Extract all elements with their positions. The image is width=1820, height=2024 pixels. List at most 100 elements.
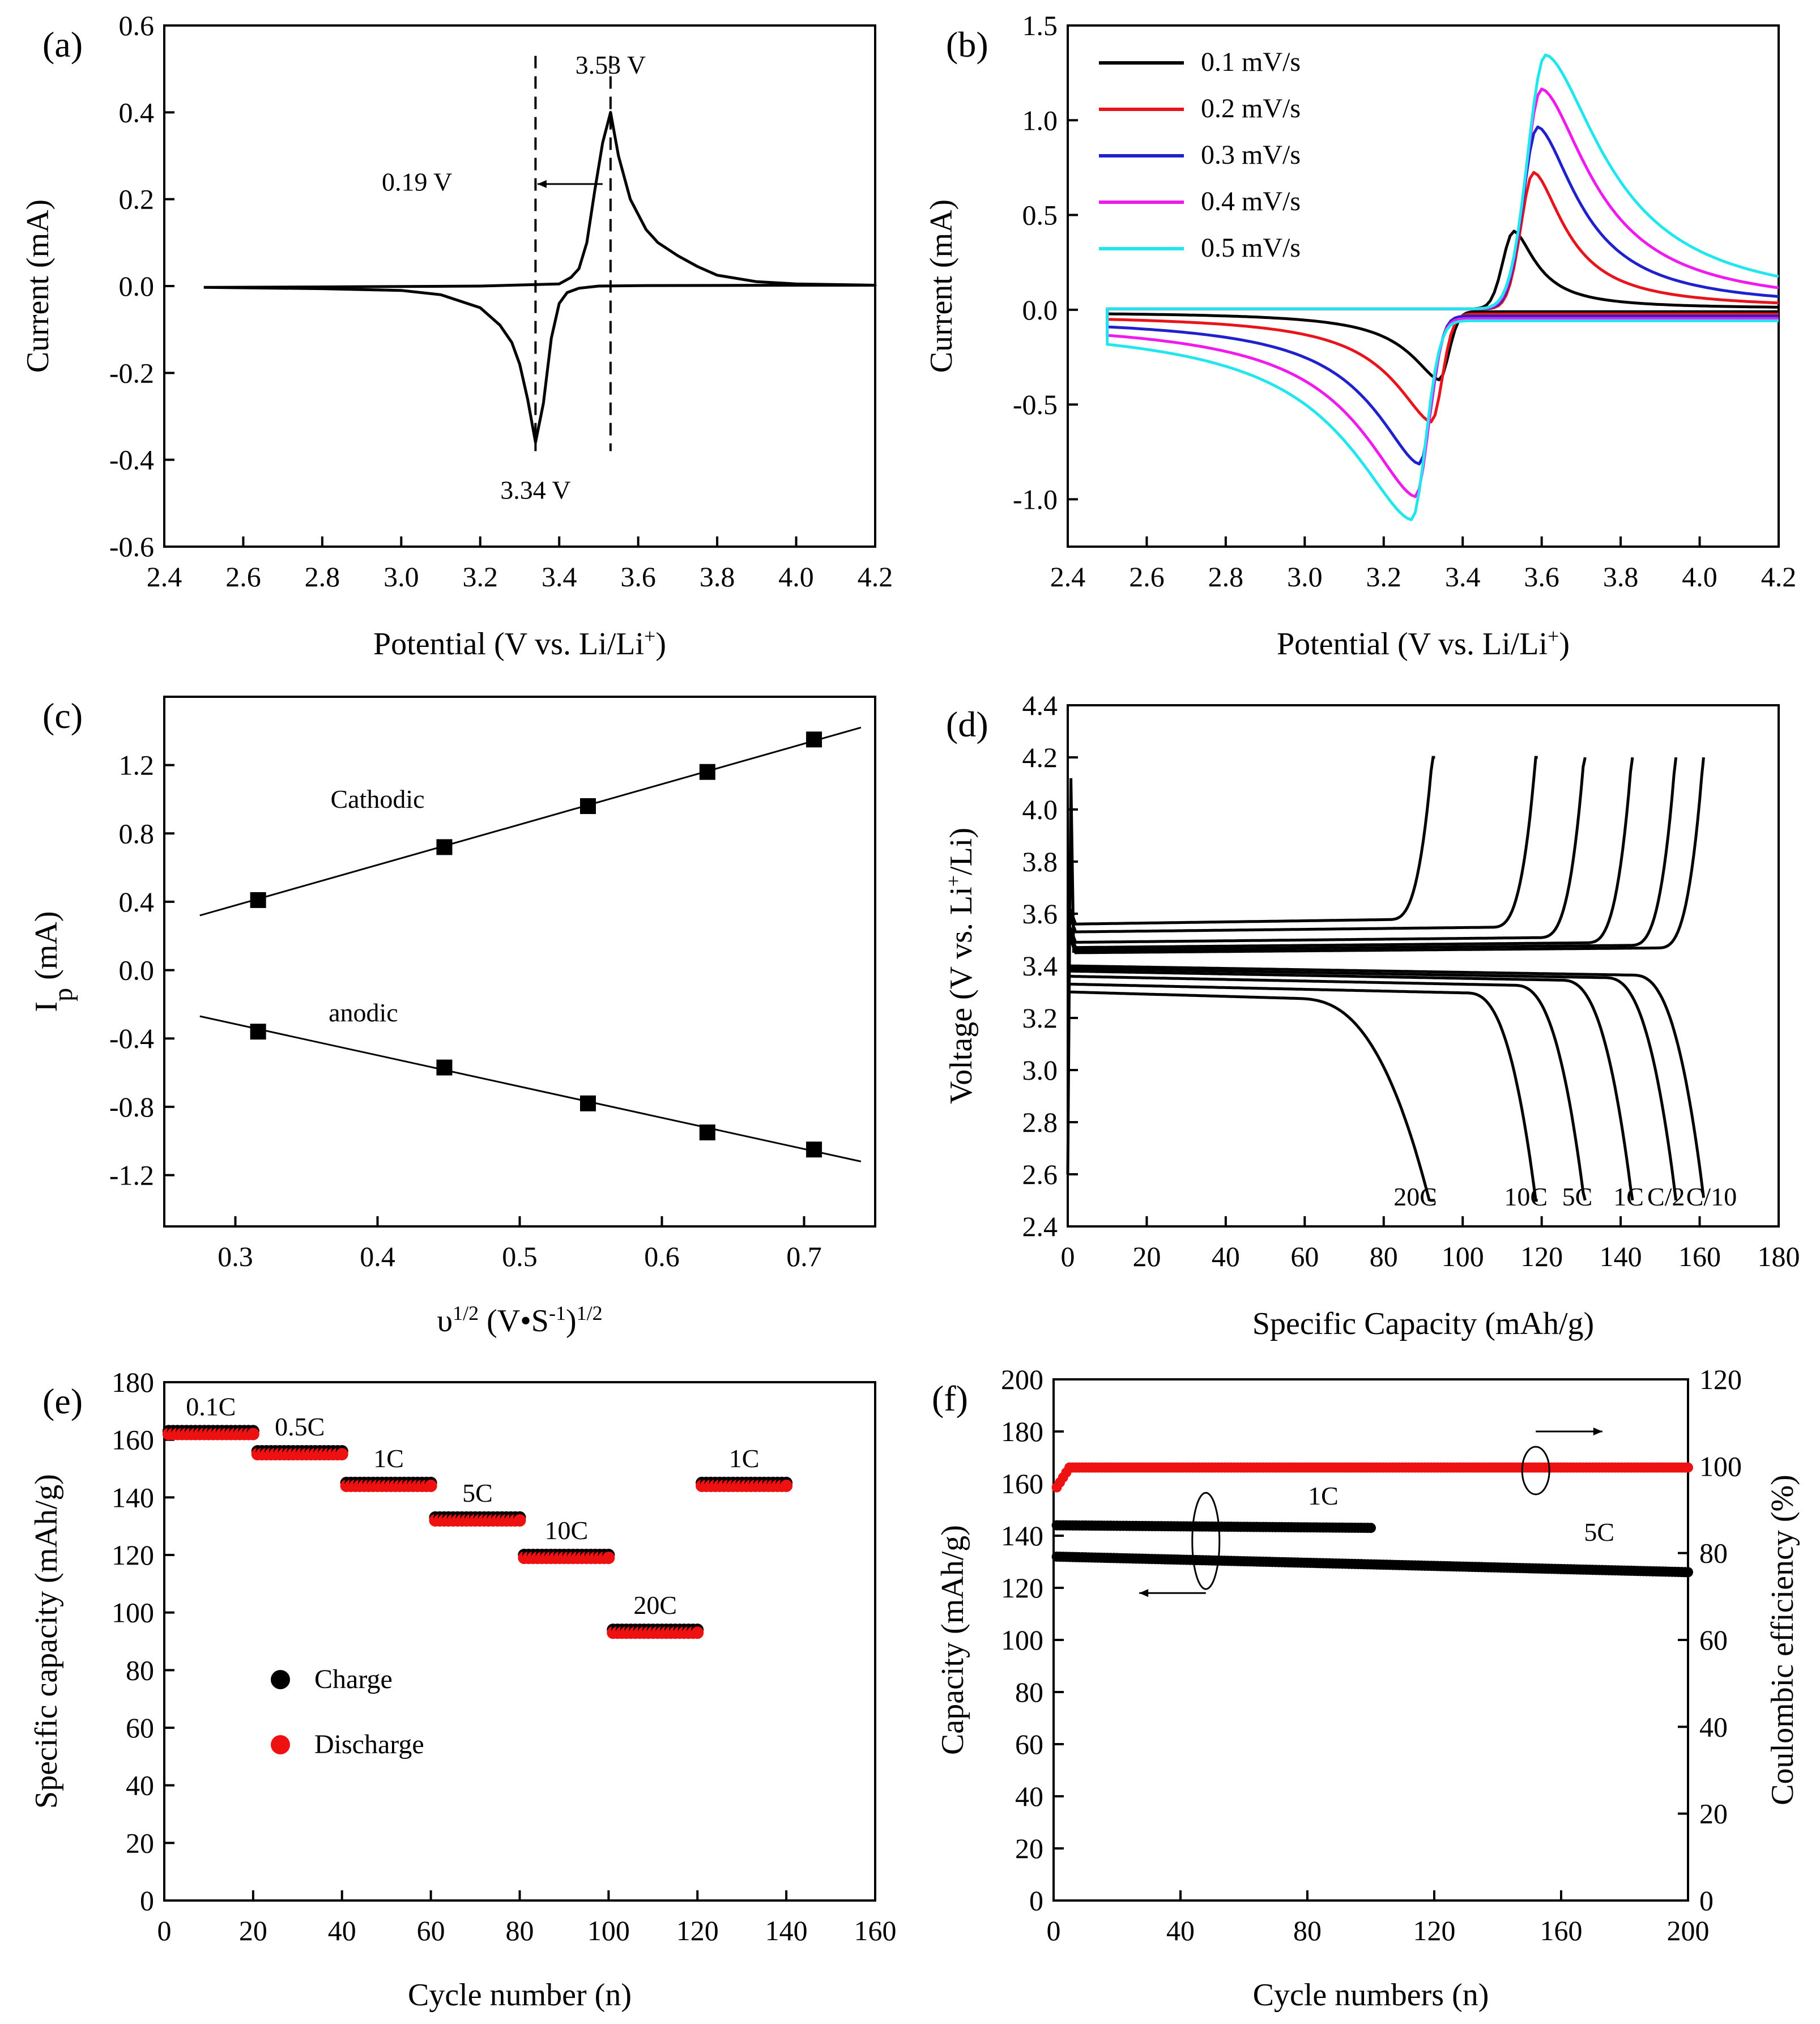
x-tick-label: 3.2 <box>1366 561 1402 593</box>
data-point <box>436 1059 453 1076</box>
x-axis-label: Cycle number (n) <box>408 1978 632 2013</box>
panel-label: (a) <box>42 24 83 65</box>
right-tick-label: 100 <box>1699 1450 1742 1482</box>
x-tick-label: 0 <box>1047 1915 1061 1946</box>
y-tick-label: 160 <box>112 1424 154 1456</box>
y-tick-label: 2.6 <box>1022 1158 1058 1190</box>
right-tick-label: 0 <box>1699 1885 1714 1916</box>
x-tick-label: 40 <box>328 1915 356 1946</box>
x-tick-label: 160 <box>854 1915 897 1946</box>
y-tick-label: 100 <box>112 1597 154 1629</box>
y-tick-label: -0.6 <box>109 531 154 563</box>
efficiency-ellipse <box>1521 1446 1550 1495</box>
data-point <box>436 839 453 855</box>
x-tick-label: 40 <box>1212 1241 1240 1272</box>
right-tick-label: 60 <box>1699 1624 1728 1656</box>
y-tick-label: 0.0 <box>1022 294 1058 326</box>
x-tick-label: 2.4 <box>1050 561 1086 593</box>
panel-label: (c) <box>42 696 83 736</box>
series-label: 5C <box>1584 1518 1614 1546</box>
x-axis-label: Cycle numbers (n) <box>1253 1978 1489 2013</box>
series-label: Cathodic <box>330 785 424 813</box>
x-tick-label: 160 <box>1540 1915 1583 1946</box>
x-tick-label: 4.0 <box>778 561 814 593</box>
y-tick-label: 3.8 <box>1022 846 1058 877</box>
y-tick-label: -0.2 <box>109 357 154 389</box>
x-tick-label: 0.3 <box>218 1241 253 1272</box>
y-tick-label: 20 <box>1015 1833 1043 1864</box>
legend-label: Discharge <box>314 1729 424 1759</box>
capacity-1c-point <box>1366 1523 1376 1533</box>
x-tick-label: 3.4 <box>542 561 577 593</box>
rate-label: 10C <box>1504 1182 1548 1211</box>
right-tick-label: 40 <box>1699 1711 1728 1742</box>
x-tick-label: 80 <box>1370 1241 1398 1272</box>
panel-c: (c) 0.3 0.4 0.5 0.6 0.7 -1.2 -0.8 -0.4 0.0 0.4 0.8 1… <box>29 696 876 1339</box>
x-tick-label: 0 <box>1061 1241 1075 1272</box>
panel-f: (f)0 40 80 120 160 20002040608010012014016018… <box>932 1363 1800 2013</box>
efficiency-point <box>1683 1462 1693 1473</box>
panel-d: (d) 0 20 40 60 80 100 120 140 160 180 2.4 2.6 2.8 3.0 3… <box>942 689 1800 1341</box>
rate-label: 1C <box>1613 1182 1644 1211</box>
plot-frame <box>1052 1378 1689 1902</box>
charge-curve <box>1066 757 1587 944</box>
y-tick-label: 0.6 <box>119 10 155 41</box>
x-tick-label: 0 <box>157 1915 172 1946</box>
y-tick-label: 0.2 <box>119 184 155 215</box>
discharge-point <box>691 1626 704 1639</box>
y-tick-label: 3.4 <box>1022 950 1058 982</box>
separation-label: 0.19 V <box>382 167 452 196</box>
y-tick-label: 80 <box>1015 1676 1043 1708</box>
legend-label: 0.1 mV/s <box>1201 47 1301 77</box>
y-tick-label: 0.8 <box>119 817 155 849</box>
charge-curve <box>1066 757 1634 949</box>
discharge-point <box>513 1514 526 1527</box>
cathodic-peak-label: 3.34 V <box>500 476 570 505</box>
x-tick-label: 3.8 <box>700 561 735 593</box>
y-tick-label: 40 <box>126 1770 154 1801</box>
x-tick-label: 2.8 <box>305 561 340 593</box>
panel-e: (e) 0 20 40 60 80 100 120 140 160 0 20 40 60 80 100 120 1… <box>29 1366 897 2013</box>
y-axis-label: Current (mA) <box>924 199 959 373</box>
legend-marker <box>271 1735 290 1754</box>
x-tick-label: 80 <box>1293 1915 1322 1946</box>
x-tick-label: 160 <box>1678 1241 1721 1272</box>
x-tick-label: 140 <box>1600 1241 1642 1272</box>
y-tick-label: 180 <box>112 1366 154 1398</box>
discharge-point <box>335 1448 348 1461</box>
y-tick-label: 140 <box>1001 1520 1043 1552</box>
discharge-point <box>602 1552 615 1565</box>
plot-frame <box>1067 24 1780 548</box>
data-point <box>579 1095 596 1111</box>
right-tick-label: 80 <box>1699 1537 1728 1569</box>
panel-label: (d) <box>946 704 988 744</box>
y-axis-label: Voltage (V vs. Li+/Li) <box>942 828 979 1104</box>
right-axis-label: Coulombic efficiency (%) <box>1765 1475 1800 1805</box>
legend-label: 0.5 mV/s <box>1201 233 1301 263</box>
x-tick-label: 120 <box>676 1915 719 1946</box>
y-tick-label: 80 <box>126 1654 154 1686</box>
x-tick-label: 3.0 <box>383 561 419 593</box>
x-tick-label: 60 <box>1290 1241 1319 1272</box>
x-tick-label: 2.6 <box>225 561 261 593</box>
capacity-ellipse <box>1191 1492 1221 1590</box>
plot-frame <box>163 696 876 1228</box>
y-tick-label: 0.0 <box>119 955 155 986</box>
y-tick-label: 200 <box>1001 1363 1043 1395</box>
y-tick-label: 4.0 <box>1022 794 1058 825</box>
legend-label: 0.4 mV/s <box>1201 186 1301 216</box>
y-tick-label: 0.5 <box>1022 199 1058 231</box>
rate-label: C/2 <box>1647 1182 1685 1211</box>
x-tick-label: 0.4 <box>360 1241 395 1272</box>
fit-line <box>199 1015 862 1162</box>
x-tick-label: 40 <box>1166 1915 1195 1946</box>
y-tick-label: 60 <box>1015 1728 1043 1760</box>
y-tick-label: 100 <box>1001 1624 1043 1656</box>
legend-label: 0.2 mV/s <box>1201 93 1301 123</box>
arrow-head <box>537 180 547 188</box>
x-tick-label: 120 <box>1520 1241 1563 1272</box>
discharge-curve <box>1067 964 1705 1198</box>
data-point <box>699 764 715 780</box>
y-tick-label: 0 <box>140 1885 154 1916</box>
y-tick-label: 1.2 <box>119 749 155 781</box>
